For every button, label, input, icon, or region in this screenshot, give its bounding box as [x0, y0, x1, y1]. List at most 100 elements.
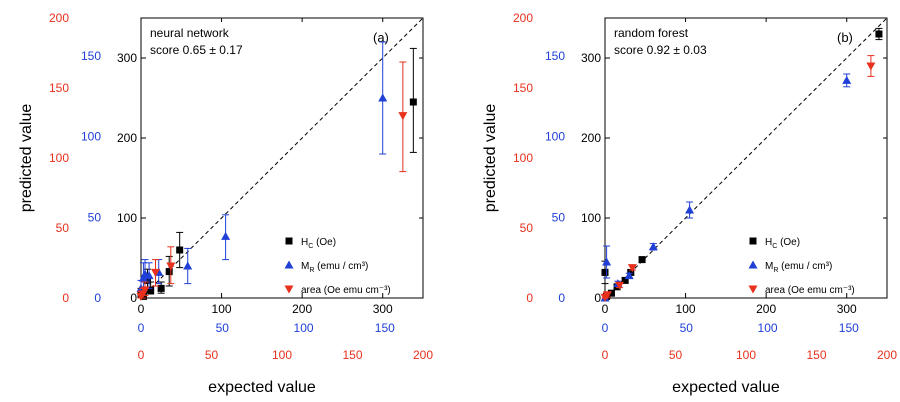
- y-tick-label-blue: 0: [558, 291, 565, 305]
- x-tick-label-red: 0: [138, 348, 145, 362]
- data-point: [409, 98, 417, 106]
- x-tick-label-red: 150: [342, 348, 362, 362]
- y-tick-label-black: 100: [581, 211, 601, 225]
- panel-label: (a): [373, 30, 389, 45]
- x-tick-label-black: 300: [373, 302, 393, 316]
- y-tick-label-black: 300: [117, 51, 137, 65]
- y-tick-label-blue: 150: [545, 49, 565, 63]
- data-point: [166, 262, 176, 271]
- y-tick-label-red: 0: [62, 291, 69, 305]
- data-point: [378, 93, 388, 102]
- model-name: neural network: [150, 26, 230, 40]
- data-point: [143, 276, 151, 284]
- series-hc: [601, 27, 883, 300]
- x-tick-label-red: 200: [413, 348, 433, 362]
- legend-marker-hc: [285, 237, 293, 245]
- legend-label-mr: MR (emu / cm³): [301, 261, 368, 274]
- y-axis-title: predicted value: [482, 104, 499, 213]
- y-tick-label-red: 0: [526, 291, 533, 305]
- legend-label-hc: HC (Oe): [301, 237, 336, 250]
- y-tick-label-red: 150: [513, 81, 533, 95]
- x-tick-label-red: 0: [602, 348, 609, 362]
- data-point: [842, 75, 852, 84]
- x-tick-label-black: 0: [602, 302, 609, 316]
- y-tick-label-red: 200: [513, 11, 533, 25]
- x-tick-label-blue: 0: [138, 321, 145, 335]
- data-point: [648, 242, 658, 251]
- x-tick-label-black: 100: [212, 302, 232, 316]
- legend-marker-area: [284, 285, 294, 294]
- y-tick-label-red: 150: [49, 81, 69, 95]
- y-tick-label-blue: 50: [88, 210, 102, 224]
- x-tick-label-blue: 50: [216, 321, 230, 335]
- y-tick-label-black: 200: [581, 131, 601, 145]
- legend-label-area: area (Oe emu cm⁻³): [301, 285, 391, 296]
- x-tick-label-red: 200: [877, 348, 897, 362]
- legend-marker-hc: [749, 237, 757, 245]
- y-tick-label-red: 50: [520, 221, 534, 235]
- series-mr: [136, 41, 388, 296]
- panel-a: 0010010020020030030000505010010015015000…: [18, 11, 433, 396]
- plot-frame: [604, 17, 888, 299]
- y-tick-label-black: 0: [594, 291, 601, 305]
- diagonal-reference-line: [604, 17, 888, 299]
- data-point: [183, 261, 193, 270]
- x-tick-label-red: 100: [272, 348, 292, 362]
- y-tick-label-red: 100: [49, 151, 69, 165]
- x-tick-label-black: 200: [756, 302, 776, 316]
- data-point: [165, 268, 173, 276]
- x-tick-label-blue: 50: [680, 321, 694, 335]
- data-point: [398, 112, 408, 121]
- y-tick-label-red: 200: [49, 11, 69, 25]
- y-tick-label-blue: 100: [81, 130, 101, 144]
- y-tick-label-black: 300: [581, 51, 601, 65]
- data-point: [638, 256, 646, 264]
- data-point: [144, 271, 154, 280]
- x-tick-label-blue: 150: [839, 321, 859, 335]
- data-point: [602, 257, 612, 266]
- data-point: [875, 30, 883, 38]
- legend-marker-mr: [284, 260, 294, 269]
- y-axis-title: predicted value: [18, 104, 35, 213]
- y-tick-label-blue: 100: [545, 130, 565, 144]
- data-point: [607, 289, 615, 297]
- x-tick-label-blue: 100: [758, 321, 778, 335]
- y-tick-label-blue: 150: [81, 49, 101, 63]
- data-point: [602, 291, 612, 300]
- data-point: [221, 231, 231, 240]
- y-tick-label-blue: 0: [94, 291, 101, 305]
- x-tick-label-black: 0: [138, 302, 145, 316]
- model-score: score 0.92 ± 0.03: [614, 43, 707, 57]
- y-tick-label-black: 0: [130, 291, 137, 305]
- model-score: score 0.65 ± 0.17: [150, 43, 243, 57]
- y-tick-label-red: 100: [513, 151, 533, 165]
- data-point: [685, 205, 695, 214]
- y-tick-label-blue: 50: [552, 210, 566, 224]
- x-tick-label-blue: 150: [375, 321, 395, 335]
- data-point: [151, 268, 161, 277]
- data-point: [176, 246, 184, 254]
- model-name: random forest: [614, 26, 689, 40]
- x-axis-title: expected value: [672, 379, 780, 396]
- y-tick-label-red: 50: [56, 221, 70, 235]
- diagonal-reference-line: [140, 17, 424, 299]
- legend: HC (Oe) MR (emu / cm³) area (Oe emu cm⁻³): [284, 237, 391, 296]
- x-tick-label-black: 100: [676, 302, 696, 316]
- x-tick-label-blue: 100: [294, 321, 314, 335]
- data-point: [157, 284, 165, 292]
- legend: HC (Oe) MR (emu / cm³) area (Oe emu cm⁻³): [748, 237, 855, 296]
- legend-label-mr: MR (emu / cm³): [765, 261, 832, 274]
- series-area: [600, 55, 876, 302]
- data-point: [627, 268, 635, 276]
- data-point: [601, 268, 609, 276]
- x-tick-label-blue: 0: [602, 321, 609, 335]
- x-tick-label-red: 50: [205, 348, 219, 362]
- legend-label-area: area (Oe emu cm⁻³): [765, 285, 855, 296]
- data-point: [866, 62, 876, 71]
- data-point: [621, 276, 629, 284]
- x-tick-label-red: 50: [669, 348, 683, 362]
- plot-frame: [140, 17, 424, 299]
- x-axis-title: expected value: [208, 379, 316, 396]
- panel-label: (b): [837, 30, 853, 45]
